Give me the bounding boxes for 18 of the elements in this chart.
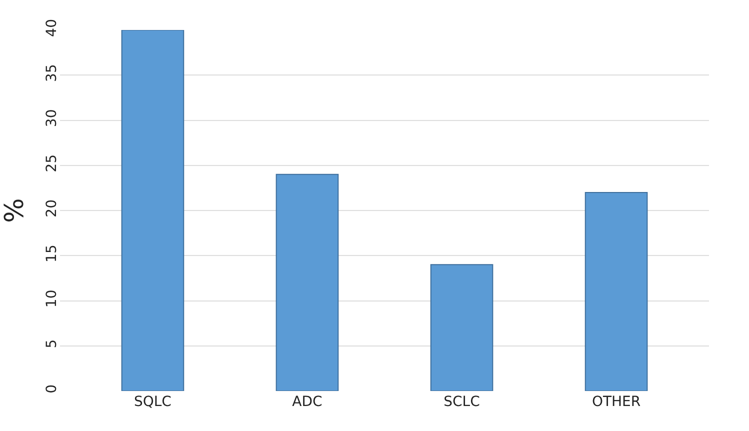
y-tick-label: 0 bbox=[44, 384, 60, 394]
y-tick-label: 30 bbox=[44, 109, 60, 128]
bar bbox=[584, 192, 648, 391]
y-tick-label: 20 bbox=[44, 199, 60, 218]
y-tick-label: 40 bbox=[44, 18, 60, 37]
x-tick-label: ADC bbox=[292, 394, 323, 410]
y-tick-label: 10 bbox=[44, 290, 60, 308]
bar bbox=[276, 174, 339, 391]
y-axis-title: % bbox=[0, 198, 30, 223]
y-tick-label: 15 bbox=[44, 244, 60, 262]
x-tick-label: OTHER bbox=[592, 394, 641, 410]
bar bbox=[121, 30, 184, 391]
y-tick-label: 25 bbox=[44, 154, 60, 172]
x-tick-label: SCLC bbox=[444, 394, 480, 410]
x-tick-label: SQLC bbox=[134, 394, 172, 410]
bar bbox=[430, 264, 494, 391]
y-tick-label: 35 bbox=[44, 64, 60, 82]
y-tick-label: 5 bbox=[44, 339, 60, 348]
